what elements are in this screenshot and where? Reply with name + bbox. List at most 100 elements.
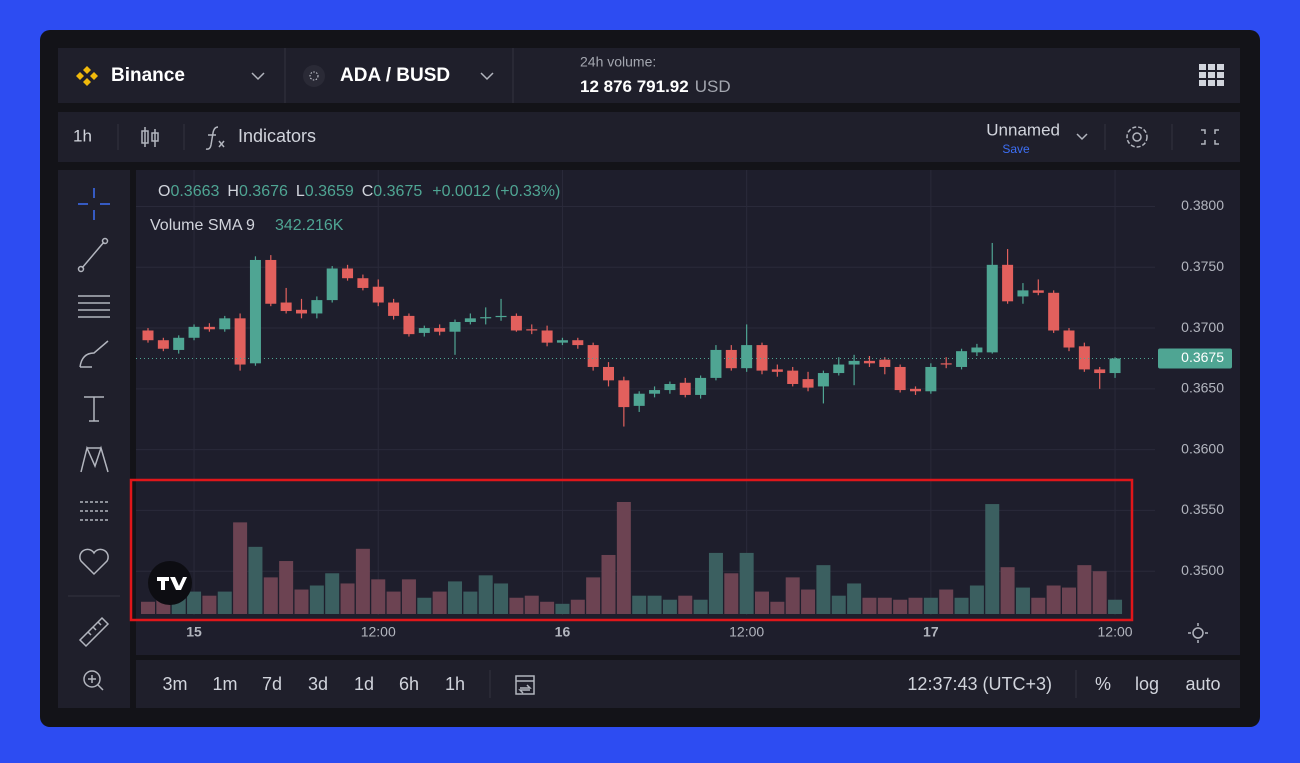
volume-bar	[494, 583, 509, 614]
volume-bar	[708, 552, 723, 614]
volume-indicator-value: 342.216K	[275, 217, 344, 234]
gear-center	[1132, 132, 1142, 142]
volume-bar	[985, 504, 1000, 614]
grid-cell	[1217, 72, 1224, 78]
chart-pane	[136, 170, 1240, 655]
pattern-icon	[80, 445, 109, 473]
ohlc-key: L	[296, 183, 305, 200]
crosshair-icon	[78, 188, 110, 220]
candle-body	[556, 340, 568, 343]
range-button[interactable]: 3d	[308, 674, 328, 694]
fullscreen-icon	[1201, 129, 1219, 145]
apps-button[interactable]	[1199, 64, 1224, 86]
volume-bar	[831, 595, 846, 614]
volume-bar	[463, 591, 478, 614]
toolbar	[58, 112, 1240, 162]
candle-body	[296, 309, 307, 314]
x-tick-label: 12:00	[729, 624, 764, 640]
volume-bar	[770, 601, 785, 614]
pair-selector[interactable]: ADA / BUSD	[303, 65, 494, 87]
zoom-icon	[83, 670, 101, 688]
logo-circle	[148, 561, 192, 605]
volume-unit: USD	[695, 77, 731, 96]
volume-bar	[555, 603, 570, 614]
indicators-button[interactable]: Indicators	[205, 126, 316, 150]
crosshair-tool[interactable]	[78, 188, 110, 220]
favorites-tool[interactable]	[79, 548, 109, 576]
candle-body	[649, 390, 661, 394]
clock: 12:37:43 (UTC+3)	[907, 674, 1052, 694]
volume-bar	[325, 573, 340, 614]
ada-icon-mark	[309, 71, 319, 81]
range-button[interactable]: 3m	[162, 674, 187, 694]
candle-body	[265, 259, 277, 304]
layout-button[interactable]: Unnamed Save	[986, 120, 1088, 156]
range-button[interactable]: 1m	[212, 674, 237, 694]
volume-bar	[601, 554, 616, 614]
indicators-label: Indicators	[238, 126, 316, 146]
candle-body	[418, 328, 430, 333]
axis-settings-button[interactable]	[1188, 623, 1208, 643]
grid-cell	[1208, 80, 1215, 86]
volume-bar	[801, 589, 816, 614]
candle-body	[572, 340, 584, 346]
range-button[interactable]: 6h	[399, 674, 419, 694]
fullscreen-button[interactable]	[1201, 129, 1219, 145]
volume-bar	[954, 597, 969, 614]
range-button[interactable]: 1h	[445, 674, 465, 694]
volume-bar	[816, 565, 831, 614]
text-tool[interactable]	[84, 396, 104, 422]
measure-tool[interactable]	[78, 616, 110, 648]
brush-tool[interactable]	[79, 340, 109, 368]
ohlc-change: +0.0012 (+0.33%)	[432, 183, 560, 200]
grid-cell	[1208, 64, 1215, 70]
candle-body	[1094, 369, 1106, 374]
volume-bar	[923, 597, 938, 614]
volume-bar	[693, 599, 708, 614]
volume-bar	[893, 599, 908, 614]
range-button[interactable]: 1d	[354, 674, 374, 694]
zoom-tool[interactable]	[83, 670, 104, 691]
range-button[interactable]: 7d	[262, 674, 282, 694]
volume-bar	[448, 581, 462, 614]
settings-button[interactable]	[1126, 126, 1148, 148]
candle-body	[403, 315, 415, 335]
volume-bar	[862, 597, 877, 614]
candle-body	[157, 340, 169, 349]
ohlc-key: O	[158, 183, 170, 200]
volume-bar	[632, 595, 647, 614]
interval-button[interactable]: 1h	[73, 126, 92, 145]
trendline-tool[interactable]	[77, 237, 109, 273]
y-tick-label: 0.3650	[1181, 380, 1224, 396]
date-range-button[interactable]	[515, 675, 535, 695]
auto-button[interactable]: auto	[1185, 674, 1220, 694]
candle-body	[526, 329, 538, 331]
text-icon	[84, 396, 104, 422]
percent-button[interactable]: %	[1095, 674, 1111, 694]
chevron	[251, 72, 265, 81]
candle-body	[848, 360, 860, 365]
candle-body	[1017, 290, 1029, 297]
candle-body	[971, 347, 983, 353]
y-tick-label: 0.3550	[1181, 501, 1224, 517]
candle-body	[679, 382, 691, 395]
save-label: Save	[1002, 142, 1030, 156]
log-button[interactable]: log	[1135, 674, 1159, 694]
volume-bar	[1062, 587, 1076, 614]
volume-bar	[187, 591, 202, 614]
y-tick-label: 0.3750	[1181, 258, 1224, 274]
candle-body	[1048, 292, 1060, 331]
candle-body	[925, 366, 937, 392]
pattern-tool[interactable]	[80, 445, 109, 473]
exchange-selector[interactable]: Binance	[76, 65, 265, 86]
ohlc-value: 0.3659	[305, 183, 354, 200]
binance-logo	[76, 66, 98, 86]
last-price-tag	[1158, 348, 1232, 369]
candle-body	[879, 359, 891, 367]
fib-tool[interactable]	[78, 295, 110, 318]
chart-style-button[interactable]	[141, 127, 159, 147]
candle-body	[280, 302, 292, 312]
volume-bar	[1046, 585, 1061, 614]
candle-body	[480, 317, 492, 319]
